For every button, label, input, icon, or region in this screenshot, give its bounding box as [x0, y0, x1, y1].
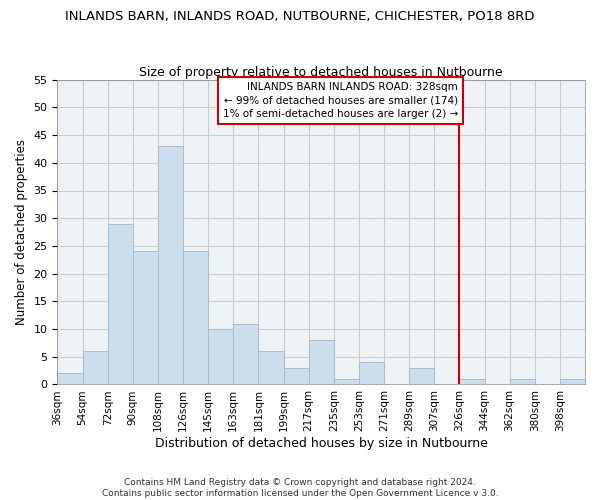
Bar: [259, 351, 284, 384]
Bar: [334, 379, 359, 384]
Bar: [509, 379, 535, 384]
Bar: [560, 379, 585, 384]
Bar: [308, 340, 334, 384]
Text: INLANDS BARN, INLANDS ROAD, NUTBOURNE, CHICHESTER, PO18 8RD: INLANDS BARN, INLANDS ROAD, NUTBOURNE, C…: [65, 10, 535, 23]
Text: INLANDS BARN INLANDS ROAD: 328sqm
← 99% of detached houses are smaller (174)
1% : INLANDS BARN INLANDS ROAD: 328sqm ← 99% …: [223, 82, 458, 119]
Bar: [460, 379, 485, 384]
Bar: [233, 324, 259, 384]
Y-axis label: Number of detached properties: Number of detached properties: [15, 139, 28, 325]
Bar: [158, 146, 183, 384]
Bar: [409, 368, 434, 384]
Text: Contains HM Land Registry data © Crown copyright and database right 2024.
Contai: Contains HM Land Registry data © Crown c…: [101, 478, 499, 498]
Bar: [359, 362, 384, 384]
Bar: [183, 252, 208, 384]
Bar: [284, 368, 308, 384]
X-axis label: Distribution of detached houses by size in Nutbourne: Distribution of detached houses by size …: [155, 437, 488, 450]
Title: Size of property relative to detached houses in Nutbourne: Size of property relative to detached ho…: [139, 66, 503, 78]
Bar: [58, 374, 83, 384]
Bar: [208, 329, 233, 384]
Bar: [83, 351, 107, 384]
Bar: [133, 252, 158, 384]
Bar: [107, 224, 133, 384]
